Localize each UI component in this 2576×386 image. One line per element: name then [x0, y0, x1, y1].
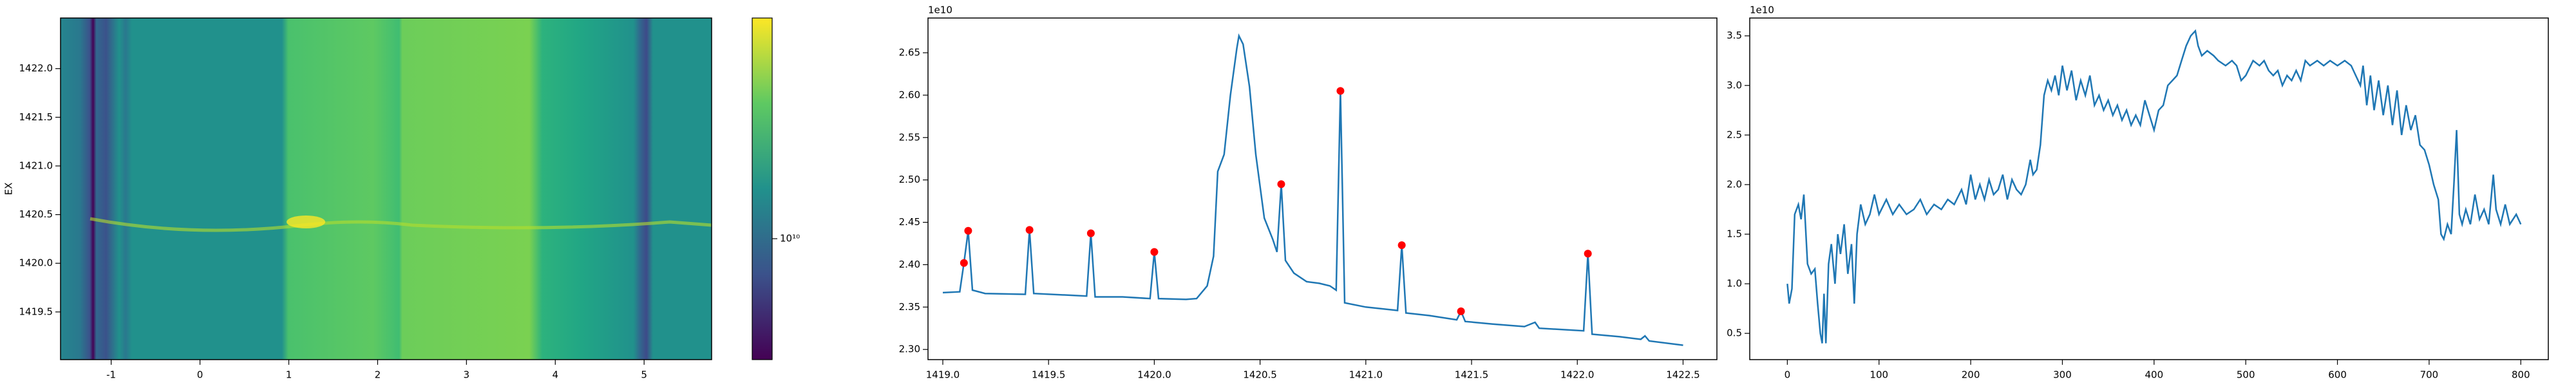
x-tick-label: 1419.5	[1032, 369, 1066, 381]
x-tick-label: 5	[641, 369, 647, 381]
x-tick-label: 1420.5	[1243, 369, 1277, 381]
y-tick-label: 2.35	[899, 301, 920, 313]
peak-marker	[1277, 180, 1285, 188]
peak-marker	[1397, 241, 1406, 250]
y-tick-label: 1.0	[1727, 278, 1742, 290]
y-tick-label: 1421.0	[19, 160, 53, 171]
y-tick-label: 1421.5	[19, 111, 53, 123]
peak-marker	[1086, 229, 1095, 237]
peak-marker	[1584, 250, 1592, 258]
x-tick-label: 800	[2512, 369, 2530, 381]
y-tick-label: 2.45	[899, 216, 920, 228]
x-tick-label: 1422.5	[1666, 369, 1700, 381]
peak-marker	[1457, 307, 1465, 315]
heatmap-image	[61, 18, 712, 360]
y-tick-label: 2.50	[899, 174, 920, 185]
y-tick-label: 1420.0	[19, 257, 53, 269]
data-line	[942, 33, 1683, 346]
data-line	[1786, 29, 2522, 344]
x-tick-label: 2	[375, 369, 381, 381]
y-tick-label: 2.0	[1727, 178, 1742, 190]
y-tick-label: 3.5	[1727, 30, 1742, 41]
y-tick-label: 2.40	[899, 259, 920, 270]
peak-marker	[1150, 248, 1159, 256]
x-tick-label: 0	[1785, 369, 1791, 381]
x-tick-label: 200	[1962, 369, 1980, 381]
x-tick-label: 400	[2145, 369, 2164, 381]
heatmap-hotspot	[287, 216, 325, 228]
x-tick-label: 0	[197, 369, 204, 381]
y-tick-label: 1419.5	[19, 306, 53, 317]
y-tick-label: 2.30	[899, 344, 920, 355]
y-tick-label: 1.5	[1727, 228, 1742, 240]
x-tick-label: 1422.0	[1560, 369, 1595, 381]
x-tick-label: 1421.0	[1349, 369, 1383, 381]
colorbar	[752, 17, 773, 360]
offset-text: 1e10	[928, 5, 952, 16]
axes-frame	[927, 17, 1718, 360]
y-tick-label: 2.55	[899, 131, 920, 143]
axes-frame	[60, 17, 712, 360]
heatmap-ridge	[90, 217, 712, 232]
y-axis-label: EX	[3, 183, 15, 196]
colorbar-tick-label: 10¹⁰	[780, 233, 800, 244]
y-tick-label: 2.65	[899, 47, 920, 59]
y-tick-label: 2.5	[1727, 129, 1742, 140]
y-tick-label: 3.0	[1727, 79, 1742, 91]
x-tick-label: 4	[552, 369, 558, 381]
x-tick-label: -1	[106, 369, 116, 381]
x-tick-label: 100	[1870, 369, 1888, 381]
x-tick-label: 3	[464, 369, 470, 381]
y-tick-label: 2.60	[899, 89, 920, 100]
y-tick-label: 1422.0	[19, 62, 53, 74]
peak-marker	[1025, 226, 1034, 234]
peak-marker	[1336, 87, 1345, 95]
x-tick-label: 1420.0	[1137, 369, 1171, 381]
axes-frame	[1749, 17, 2549, 360]
x-tick-label: 300	[2053, 369, 2072, 381]
x-tick-label: 500	[2237, 369, 2255, 381]
x-tick-label: 1421.5	[1455, 369, 1489, 381]
x-tick-label: 700	[2420, 369, 2439, 381]
peak-marker	[964, 226, 972, 235]
peak-marker	[960, 259, 968, 267]
y-tick-label: 0.5	[1727, 327, 1742, 339]
x-tick-label: 1	[286, 369, 292, 381]
offset-text: 1e10	[1750, 5, 1774, 16]
x-tick-label: 600	[2328, 369, 2347, 381]
y-tick-label: 1420.5	[19, 208, 53, 220]
x-tick-label: 1419.0	[926, 369, 960, 381]
